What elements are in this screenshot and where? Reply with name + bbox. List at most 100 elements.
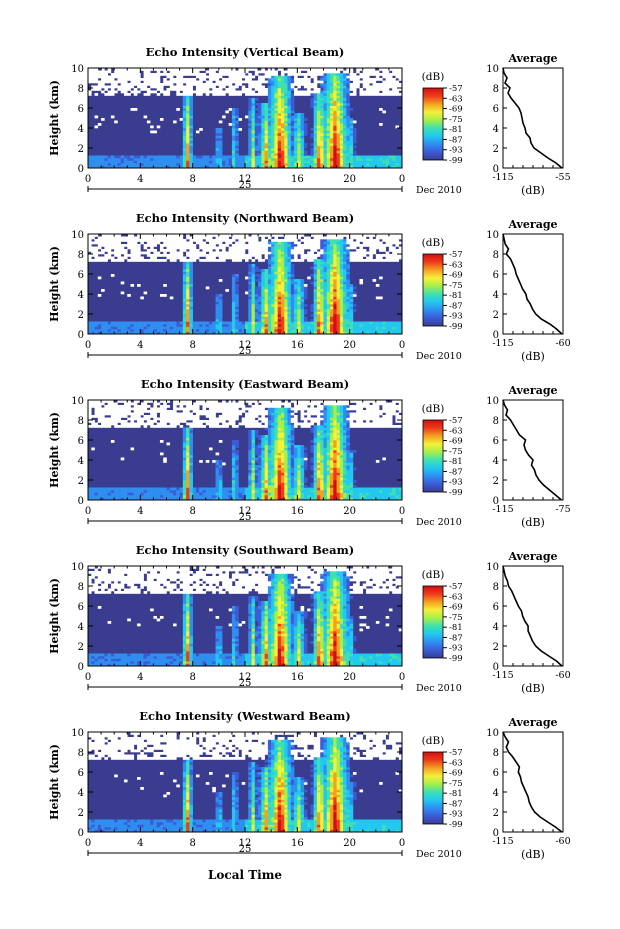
average-y-tick-label: 10 [486,230,499,241]
date-label: Dec 2010 [416,351,462,362]
x-tick-label: 12 [239,506,252,517]
colorbar-tick-label: -99 [449,322,463,332]
day-label: 25 [239,844,252,855]
heatmap-cells [88,400,403,501]
x-tick-label: 16 [291,672,304,683]
average-y-tick-label: 2 [493,642,499,653]
x-tick-label: 12 [239,340,252,351]
y-tick-label: 0 [78,164,84,175]
heatmap-cells [88,566,403,667]
x-tick-label: 8 [189,672,195,683]
x-tick-label: 8 [189,340,195,351]
x-tick-label: 0 [399,672,405,683]
x-tick-label: 4 [137,174,143,185]
date-label: Dec 2010 [416,517,462,528]
colorbar-tick-label: -81 [449,291,463,301]
colorbar-tick-label: -75 [449,115,463,125]
x-tick-label: 20 [343,506,356,517]
average-x-tick-label: -60 [555,836,570,847]
y-tick-label: 8 [78,748,84,759]
average-x-tick-label: -115 [492,172,513,183]
average-frame [502,67,564,169]
colorbar-tick-label: -93 [449,810,463,820]
y-axis-label: Height (km) [48,744,61,820]
y-tick-label: 2 [78,144,84,155]
average-y-tick-label: 4 [493,456,499,467]
colorbar-unit: (dB) [422,569,445,581]
average-y-tick-label: 2 [493,310,499,321]
average-y-tick-label: 8 [493,582,499,593]
y-tick-label: 8 [78,582,84,593]
colorbar-tick-label: -75 [449,281,463,291]
colorbar-tick-label: -75 [449,779,463,789]
average-y-tick-label: 8 [493,416,499,427]
colorbar-tick-label: -63 [449,592,463,602]
colorbar-tick-label: -87 [449,467,463,477]
colorbar-tick-label: -99 [449,820,463,830]
y-tick-label: 2 [78,642,84,653]
average-x-tick-label: -60 [555,670,570,681]
x-tick-label: 0 [399,174,405,185]
x-tick-label: 8 [189,174,195,185]
colorbar-tick-label: -69 [449,105,463,115]
average-y-tick-label: 2 [493,144,499,155]
colorbar-tick-label: -75 [449,447,463,457]
colorbar-tick-label: -63 [449,758,463,768]
average-x-label: (dB) [521,350,545,363]
average-y-tick-label: 8 [493,250,499,261]
y-axis-label: Height (km) [48,412,61,488]
average-y-tick-label: 0 [493,330,499,341]
y-axis-label: Height (km) [48,578,61,654]
x-tick-label: 20 [343,174,356,185]
colorbar-tick-label: -81 [449,125,463,135]
average-x-tick-label: -115 [492,836,513,847]
colorbar-tick-label: -57 [449,84,463,94]
colorbar-tick-label: -57 [449,416,463,426]
panel-5: Echo Intensity (Westward Beam) 0 2 4 6 8 10 Hei… [48,709,571,861]
day-label: 25 [239,346,252,357]
colorbar-tick-label: -93 [449,478,463,488]
average-title: Average [507,716,557,729]
colorbar-tick-label: -81 [449,623,463,633]
average-title: Average [507,52,557,65]
panel-4: Echo Intensity (Southward Beam) 0 2 4 6 8 10 He… [48,543,571,695]
y-tick-label: 10 [71,64,84,75]
y-tick-label: 8 [78,416,84,427]
date-label: Dec 2010 [416,849,462,860]
colorbar-tick-label: -93 [449,644,463,654]
colorbar-tick-label: -63 [449,94,463,104]
x-tick-label: 16 [291,838,304,849]
average-profile-line [502,731,563,833]
day-label: 25 [239,678,252,689]
y-tick-label: 6 [78,436,84,447]
x-tick-label: 4 [137,340,143,351]
average-x-tick-label: -55 [555,172,570,183]
average-profile-line [502,233,563,335]
y-tick-label: 4 [78,788,84,799]
y-tick-label: 0 [78,496,84,507]
y-tick-label: 6 [78,768,84,779]
average-profile-line [502,399,563,501]
date-label: Dec 2010 [416,683,462,694]
colorbar-tick-label: -63 [449,260,463,270]
average-profile-line [502,565,563,667]
average-y-tick-label: 8 [493,748,499,759]
y-tick-label: 4 [78,290,84,301]
colorbar-tick-label: -87 [449,799,463,809]
colorbar-tick-label: -57 [449,582,463,592]
x-tick-label: 16 [291,174,304,185]
average-y-tick-label: 4 [493,290,499,301]
panel-title: Echo Intensity (Vertical Beam) [146,45,345,59]
average-y-tick-label: 6 [493,436,499,447]
colorbar-tick-label: -63 [449,426,463,436]
colorbar-unit: (dB) [422,735,445,747]
x-tick-label: 12 [239,838,252,849]
panel-1: Echo Intensity (Vertical Beam) 0 2 4 6 8 10 Hei… [48,45,571,197]
y-axis-label: Height (km) [48,80,61,156]
heatmap-cells [88,234,403,335]
colorbar-tick-label: -99 [449,654,463,664]
y-tick-label: 6 [78,104,84,115]
x-tick-label: 0 [85,672,91,683]
colorbar-tick-label: -99 [449,488,463,498]
